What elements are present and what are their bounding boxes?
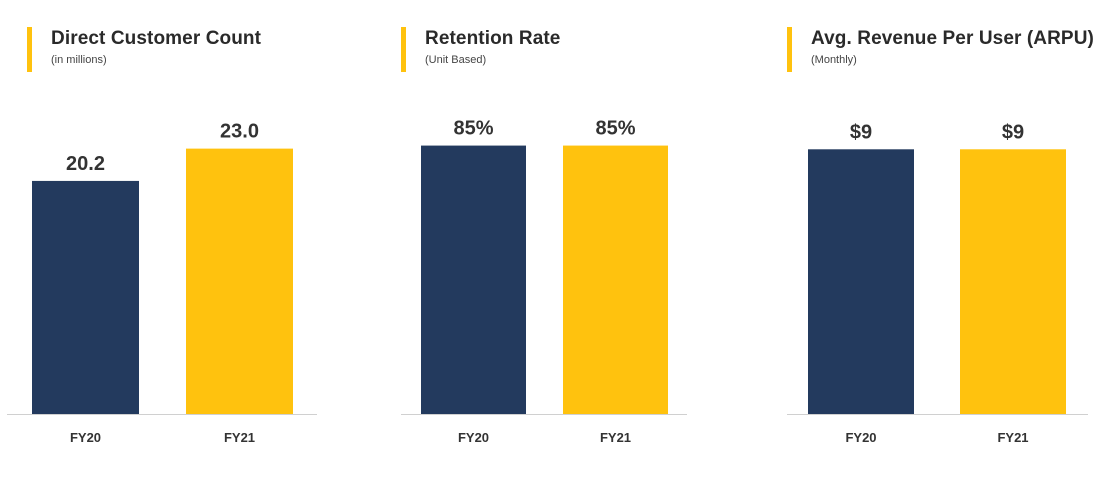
chart-title: Direct Customer Count [51,28,262,49]
value-label: 85% [595,118,635,140]
value-label: $9 [1002,121,1024,143]
bar-fy21 [960,149,1066,414]
arpu-panel: Avg. Revenue Per User (ARPU) (Monthly) $… [787,0,1097,478]
customer-count-chart: 20.2 FY20 23.0 FY21 [7,121,317,445]
value-label: 20.2 [66,153,105,175]
bar-fy21 [563,145,668,414]
x-tick-label: FY21 [224,430,255,445]
value-label: $9 [850,121,872,143]
accent-bar [27,27,32,72]
chart-subtitle: (in millions) [51,54,107,66]
chart-subtitle: (Monthly) [811,54,857,66]
x-tick-label: FY21 [997,430,1028,445]
x-tick-label: FY20 [70,430,101,445]
chart-subtitle: (Unit Based) [425,54,487,66]
x-tick-label: FY20 [458,430,489,445]
chart-title: Retention Rate [425,28,561,49]
bar-fy20 [421,145,526,414]
customer-count-panel: Direct Customer Count (in millions) 20.2… [7,0,327,478]
bar-fy21 [186,148,293,414]
x-tick-label: FY21 [600,430,631,445]
bar-fy20 [32,180,139,414]
value-label: 85% [453,118,493,140]
bar-fy20 [808,149,914,414]
retention-rate-chart: 85% FY20 85% FY21 [401,118,687,445]
chart-title: Avg. Revenue Per User (ARPU) [811,28,1094,49]
retention-rate-panel: Retention Rate (Unit Based) 85% FY20 85% FY… [401,0,701,478]
accent-bar [787,27,792,72]
value-label: 23.0 [220,121,259,143]
accent-bar [401,27,406,72]
arpu-chart: $9 FY20 $9 FY21 [787,121,1088,445]
x-tick-label: FY20 [845,430,876,445]
